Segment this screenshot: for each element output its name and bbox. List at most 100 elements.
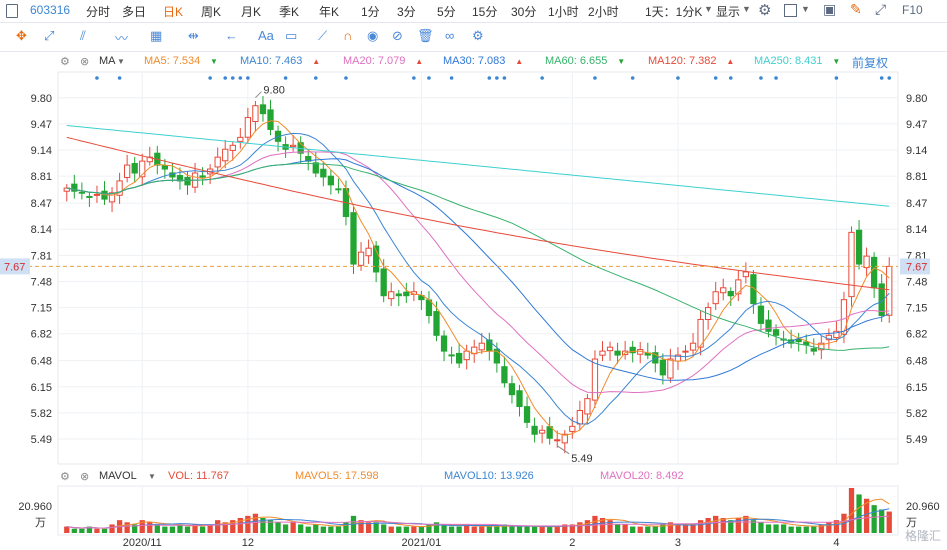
eye-icon[interactable]: ◉: [367, 28, 379, 43]
period-7[interactable]: 1分: [361, 5, 380, 19]
settings-icon[interactable]: ⚙: [758, 2, 772, 19]
period-12[interactable]: 1小时: [548, 5, 579, 19]
arrow-tool-icon[interactable]: ←: [225, 28, 238, 43]
chevron-down-icon[interactable]: ▼: [742, 4, 751, 14]
ma-item-6: MA250: 8.431: [754, 55, 823, 67]
candle-59: [508, 383, 516, 396]
candle-108: [878, 283, 885, 317]
text-tool-icon[interactable]: Aa: [258, 28, 274, 43]
candle-9: [131, 163, 138, 174]
volume-bar-71: [599, 518, 606, 533]
parallel-tool-icon[interactable]: ⫽: [80, 28, 86, 43]
trash-icon[interactable]: 🗑: [417, 28, 434, 43]
period-2[interactable]: 日K: [163, 5, 184, 19]
candle-69: [584, 398, 591, 415]
candle-54: [471, 346, 478, 355]
chevron-down-icon[interactable]: ▼: [148, 472, 156, 481]
checkbox-icon[interactable]: [784, 4, 797, 17]
candle-99: [810, 348, 817, 352]
vol-item-2: MAVOL10: 13.926: [444, 470, 534, 482]
candle-106: [863, 255, 870, 269]
period-13[interactable]: 2小时: [588, 5, 619, 19]
volume-bar-10: [139, 520, 145, 533]
period-10[interactable]: 15分: [472, 5, 498, 19]
chevron-down-icon[interactable]: ▼: [117, 57, 125, 66]
hide-icon[interactable]: ⊘: [392, 28, 403, 43]
candle-25: [252, 105, 259, 123]
period-5[interactable]: 季K: [279, 5, 300, 19]
magnet-icon[interactable]: ∩: [343, 28, 353, 43]
menu-icon[interactable]: [6, 4, 18, 18]
volume-bar-22: [230, 520, 236, 533]
period-3[interactable]: 周K: [201, 5, 222, 19]
volume-bar-76: [637, 526, 643, 533]
chevron-down-icon[interactable]: ▼: [801, 4, 810, 14]
volume-bar-95: [780, 524, 787, 533]
stock-code[interactable]: 603316: [30, 3, 71, 17]
vol-axis-unit-left: 万: [35, 517, 46, 529]
x-label-1: 12: [242, 537, 254, 549]
period-9[interactable]: 5分: [437, 5, 456, 19]
candle-95: [780, 338, 787, 341]
ruler-icon[interactable]: ⟋: [318, 28, 328, 43]
volume-bar-59: [509, 526, 515, 533]
candle-12: [154, 152, 161, 166]
expand-icon[interactable]: ⤢: [875, 1, 887, 17]
close-icon[interactable]: ⊗: [80, 56, 90, 68]
pencil-icon[interactable]: ✎: [850, 1, 862, 17]
adjust-button[interactable]: 前复权: [852, 56, 889, 70]
period-11[interactable]: 30分: [511, 5, 537, 19]
volume-bar-87: [720, 518, 726, 533]
event-marker-5: [238, 76, 243, 80]
ma-item-0: MA5: 7.534: [144, 55, 201, 67]
grid-tool-icon[interactable]: ▦: [150, 28, 163, 43]
candle-45: [403, 291, 410, 297]
candle-78: [652, 352, 659, 364]
candle-16: [184, 176, 191, 186]
period-6[interactable]: 年K: [319, 5, 340, 19]
mavol-line-5: [66, 498, 890, 529]
volume-bar-63: [539, 526, 545, 533]
volume-bar-88: [728, 520, 734, 533]
event-marker-1: [117, 76, 122, 80]
period-4[interactable]: 月K: [241, 5, 262, 19]
volume-bar-13: [162, 526, 168, 533]
volume-bar-107: [871, 505, 877, 533]
volume-bar-94: [773, 524, 779, 533]
candle-97: [795, 338, 802, 343]
link-icon[interactable]: ∞: [445, 28, 455, 43]
display-menu[interactable]: 显示: [716, 5, 741, 19]
volume-bar-8: [124, 522, 130, 533]
trend-arrow-icon: ▲: [415, 57, 424, 66]
comment-tool-icon[interactable]: ▭: [285, 28, 298, 43]
chevron-down-icon[interactable]: ▼: [704, 4, 713, 14]
line-tool-icon[interactable]: ⤢: [44, 28, 55, 43]
volume-bar-64: [547, 526, 553, 533]
ma-line-5: [66, 120, 890, 436]
settings-icon[interactable]: ⚙: [60, 471, 70, 483]
volume-bar-69: [584, 520, 591, 533]
close-icon[interactable]: ⊗: [80, 471, 90, 483]
trend-arrow-icon: ▼: [617, 57, 626, 66]
candle-23: [237, 136, 244, 142]
period-8[interactable]: 3分: [397, 5, 416, 19]
period-1[interactable]: 多日: [122, 5, 147, 19]
y-tick-right-3: 8.81: [906, 171, 927, 183]
f10-button[interactable]: F10: [902, 3, 923, 17]
volume-bar-104: [848, 488, 855, 533]
period-select[interactable]: 1天：1分K: [645, 5, 703, 19]
y-tick-left-10: 6.48: [31, 356, 52, 368]
y-tick-left-7: 7.48: [31, 276, 52, 288]
wave-tool-icon[interactable]: 〰: [115, 31, 129, 46]
settings-icon[interactable]: ⚙: [60, 56, 70, 68]
range-tool-icon[interactable]: ⇹: [188, 28, 199, 43]
x-label-3: 2: [569, 537, 575, 549]
volume-bar-51: [448, 526, 455, 533]
period-0[interactable]: 分时: [86, 5, 111, 19]
volume-bar-54: [471, 526, 477, 533]
volume-bar-45: [403, 526, 409, 533]
crosshair-icon[interactable]: ✥: [16, 28, 27, 43]
gear-icon[interactable]: ⚙: [472, 28, 484, 43]
camera-icon[interactable]: ▣: [823, 1, 837, 17]
event-marker-13: [487, 76, 492, 80]
